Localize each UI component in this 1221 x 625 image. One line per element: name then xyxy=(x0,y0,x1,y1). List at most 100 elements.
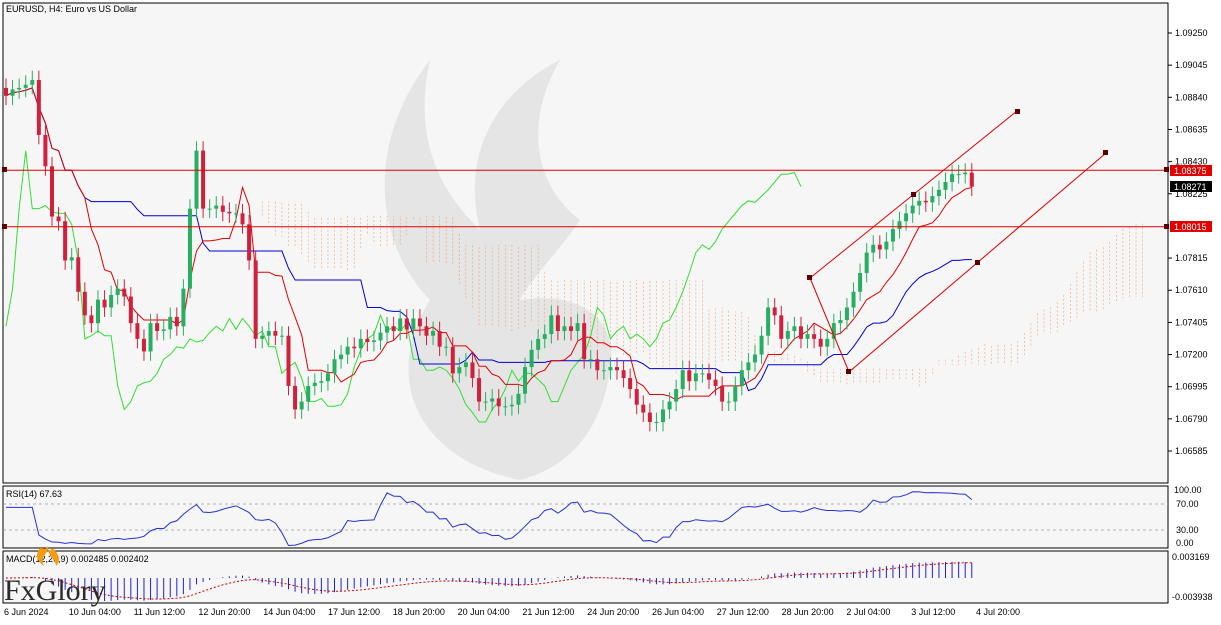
time-tick-label: 2 Jul 04:00 xyxy=(846,607,890,617)
channel-handle[interactable] xyxy=(975,260,980,265)
candle-body xyxy=(457,367,462,374)
support-handle-right[interactable] xyxy=(1164,224,1169,229)
candle-body xyxy=(601,370,606,372)
candle-body xyxy=(122,288,127,297)
macd-title: MACD(12,26,9) 0.002485 0.002402 xyxy=(6,554,149,564)
time-tick-label: 24 Jun 20:00 xyxy=(587,607,639,617)
time-tick-label: 18 Jun 20:00 xyxy=(393,607,445,617)
candle-body xyxy=(779,315,784,339)
candle-body xyxy=(102,299,107,308)
candle-body xyxy=(10,89,15,96)
candle-body xyxy=(523,367,528,394)
candle-body xyxy=(82,291,87,316)
candle-body xyxy=(844,307,849,321)
resistance-handle-left[interactable] xyxy=(2,167,7,172)
resistance-handle-right[interactable] xyxy=(1164,167,1169,172)
rsi-panel xyxy=(2,485,1169,549)
candle-body xyxy=(812,334,817,339)
channel-handle[interactable] xyxy=(1015,109,1020,114)
candle-body xyxy=(135,323,140,339)
price-tick-label: 1.07815 xyxy=(1175,253,1208,263)
candle-body xyxy=(739,370,744,386)
candle-body xyxy=(785,331,790,339)
candle-body xyxy=(634,389,639,405)
candle-body xyxy=(358,338,363,349)
candle-body xyxy=(654,421,659,423)
candle-body xyxy=(299,401,304,410)
candle-body xyxy=(772,307,777,316)
candle-body xyxy=(490,398,495,402)
ichimoku-cloud xyxy=(261,201,1143,387)
candle-body xyxy=(904,213,909,222)
candle-body xyxy=(411,318,416,330)
candle-body xyxy=(542,334,547,339)
channel-mid-line[interactable] xyxy=(809,277,850,373)
candle-body xyxy=(818,338,823,347)
candle-body xyxy=(516,393,521,405)
candle-body xyxy=(864,252,869,273)
price-tick-label: 1.09045 xyxy=(1175,60,1208,70)
candle-body xyxy=(509,404,514,407)
candle-body xyxy=(831,323,836,339)
candle-body xyxy=(30,80,35,85)
candle-body xyxy=(293,385,298,410)
candle-body xyxy=(950,174,955,183)
channel-handle[interactable] xyxy=(846,369,851,374)
fxglory-logo: FxGlory xyxy=(4,546,106,607)
candle-body xyxy=(4,87,8,96)
candle-body xyxy=(63,221,68,261)
channel-handle[interactable] xyxy=(807,275,812,280)
candle-body xyxy=(569,326,574,332)
candle-body xyxy=(890,229,895,242)
candle-body xyxy=(746,362,751,371)
candle-body xyxy=(391,326,396,332)
candle-body xyxy=(365,338,370,342)
candle-body xyxy=(871,244,876,253)
candle-body xyxy=(398,318,403,332)
candle-body xyxy=(930,196,935,203)
candle-body xyxy=(325,373,330,382)
candle-body xyxy=(207,208,212,210)
macd-histogram xyxy=(12,561,973,602)
candle-body xyxy=(76,257,81,292)
main-panel xyxy=(2,2,1169,484)
candle-body xyxy=(279,335,284,337)
candle-body xyxy=(641,404,646,413)
candle-body xyxy=(858,272,863,292)
price-tick-label: 1.07200 xyxy=(1175,350,1208,360)
price-tick-label: 1.08840 xyxy=(1175,92,1208,102)
candle-body xyxy=(969,172,974,187)
channel-handle[interactable] xyxy=(1103,150,1108,155)
kijun-sen-line xyxy=(5,87,972,392)
time-tick-label: 28 Jun 20:00 xyxy=(782,607,834,617)
candle-body xyxy=(115,288,120,295)
candle-body xyxy=(792,326,797,332)
candle-body xyxy=(378,332,383,341)
candle-body xyxy=(825,338,830,347)
support-handle-left[interactable] xyxy=(2,224,7,229)
price-tick-label: 1.08225 xyxy=(1175,189,1208,199)
candle-body xyxy=(155,323,160,332)
price-tick-label: 1.06995 xyxy=(1175,382,1208,392)
candle-body xyxy=(437,331,442,347)
candle-body xyxy=(194,150,199,209)
candle-body xyxy=(148,323,153,352)
candle-body xyxy=(667,401,672,410)
candle-body xyxy=(628,378,633,390)
candle-body xyxy=(339,354,344,360)
candle-body xyxy=(352,346,357,349)
time-tick-label: 11 Jun 12:00 xyxy=(134,607,185,617)
tag-upper: 1.08375 xyxy=(1174,166,1207,176)
time-tick-label: 20 Jun 04:00 xyxy=(458,607,510,617)
channel-handle[interactable] xyxy=(911,192,916,197)
macd-signal-line xyxy=(5,562,972,600)
rsi-label-0: 0.00 xyxy=(1176,538,1194,548)
candle-body xyxy=(49,166,54,217)
candle-body xyxy=(404,318,409,330)
time-tick-label: 6 Jun 2024 xyxy=(4,607,49,617)
candle-body xyxy=(536,338,541,350)
time-axis: 6 Jun 2024 10 Jun 04:00 11 Jun 12:00 12 Jun… xyxy=(4,607,1020,617)
rsi-label-100: 100.00 xyxy=(1174,485,1202,495)
candle-body xyxy=(312,382,317,386)
